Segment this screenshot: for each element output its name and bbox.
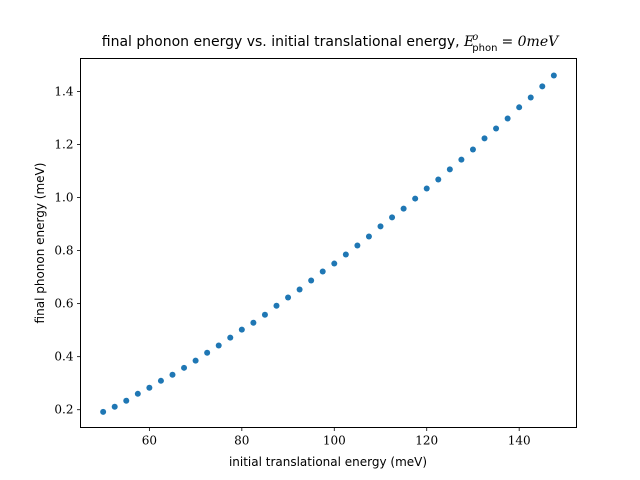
data-point	[238, 326, 245, 333]
data-point	[227, 334, 234, 341]
data-point	[539, 83, 546, 90]
data-point	[181, 364, 188, 371]
data-point	[273, 302, 280, 309]
y-tick-label: 1.2	[54, 137, 73, 151]
data-point	[296, 286, 303, 293]
data-point	[550, 72, 557, 79]
data-point	[354, 242, 361, 249]
data-point	[342, 251, 349, 258]
y-axis-ticks: 0.2 0.4 0.6 0.8 1.0 1.2 1.4	[54, 84, 81, 417]
data-point	[169, 371, 176, 378]
title-math-rhs: = 0meV	[501, 34, 560, 50]
data-point	[504, 115, 511, 122]
data-point	[250, 319, 257, 326]
data-point	[261, 311, 268, 318]
data-point	[412, 195, 419, 202]
x-axis-ticks: 60 80 100 120 140	[142, 427, 531, 448]
y-axis-label: final phonon energy (meV)	[33, 163, 47, 324]
axes-frame	[80, 58, 577, 428]
data-point	[157, 377, 164, 384]
data-point	[215, 342, 222, 349]
data-point	[331, 260, 338, 267]
data-point	[469, 146, 476, 153]
data-point	[400, 205, 407, 212]
title-text: final phonon energy vs. initial translat…	[102, 34, 464, 50]
y-tick-label: 1.0	[54, 191, 73, 205]
title-math-symbol: E	[463, 34, 474, 50]
data-point	[389, 214, 396, 221]
x-tick-label: 60	[142, 434, 157, 448]
data-point	[365, 233, 372, 240]
y-tick-label: 0.2	[54, 403, 73, 417]
data-point	[481, 135, 488, 142]
y-tick-label: 1.4	[54, 84, 73, 98]
chart-title: final phonon energy vs. initial translat…	[102, 32, 560, 54]
data-point	[377, 223, 384, 230]
data-point	[446, 166, 453, 173]
x-axis-label: initial translational energy (meV)	[229, 455, 427, 469]
data-point	[204, 349, 211, 356]
x-tick-label: 140	[508, 434, 531, 448]
data-point	[111, 403, 118, 410]
data-point	[308, 277, 315, 284]
data-point	[435, 176, 442, 183]
data-point	[527, 94, 534, 101]
data-points	[100, 72, 557, 415]
data-point	[100, 408, 107, 415]
data-point	[146, 384, 153, 391]
x-tick-label: 100	[323, 434, 346, 448]
title-math-superscript: o	[472, 32, 478, 43]
data-point	[458, 156, 465, 163]
data-point	[134, 390, 141, 397]
y-tick-label: 0.4	[54, 350, 73, 364]
y-tick-label: 0.8	[54, 244, 73, 258]
data-point	[319, 268, 326, 275]
data-point	[192, 357, 199, 364]
data-point	[123, 397, 130, 404]
data-point	[423, 185, 430, 192]
y-tick-label: 0.6	[54, 297, 73, 311]
data-point	[493, 125, 500, 132]
x-tick-label: 80	[234, 434, 249, 448]
data-point	[285, 294, 292, 301]
x-tick-label: 120	[415, 434, 438, 448]
data-point	[516, 104, 523, 111]
title-math-subscript: phon	[472, 43, 497, 54]
